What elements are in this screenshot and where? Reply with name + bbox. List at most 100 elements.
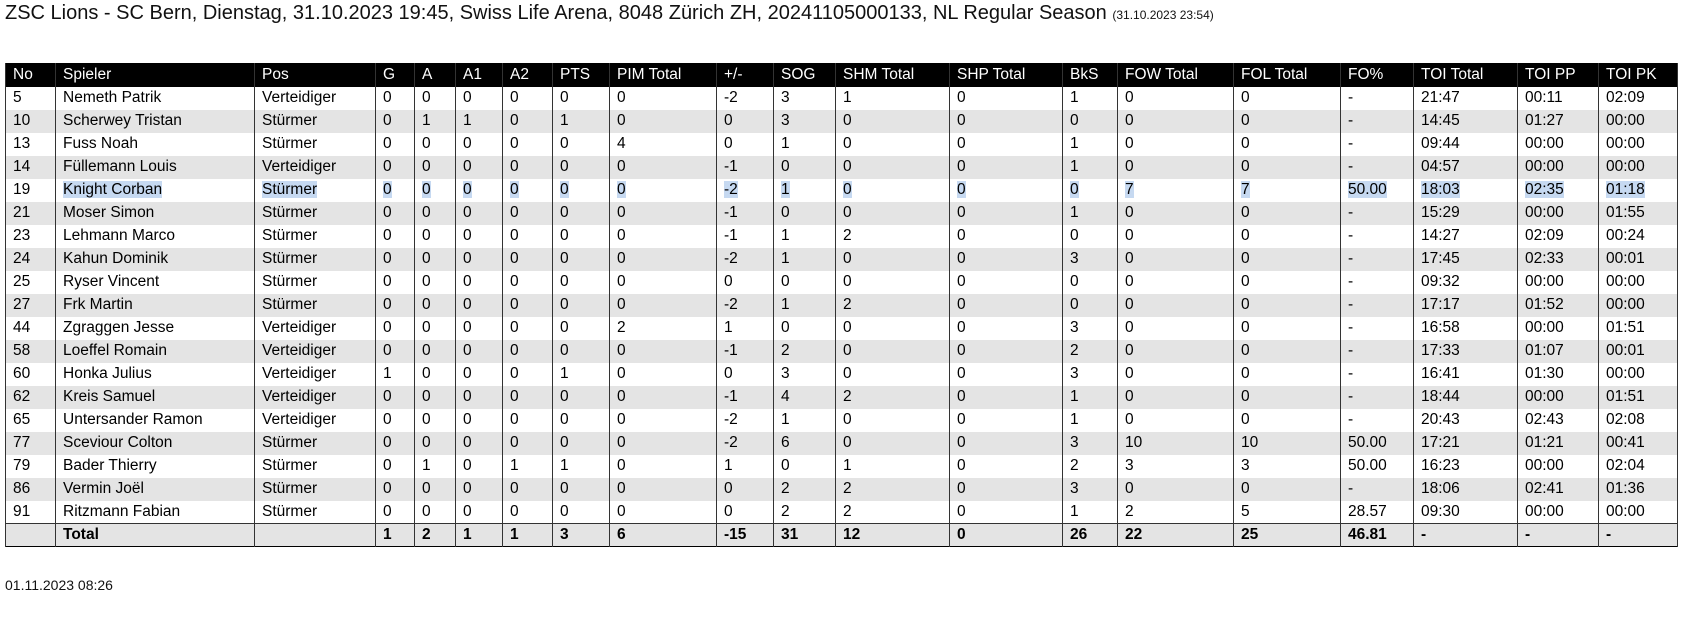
cell: 77 [5, 431, 56, 455]
player-row: 91 Ritzmann Fabian Stürmer 0 0 0 0 0 0 0 2 2 0 1 2 5 28.… [5, 500, 1678, 524]
cell: 0 [1233, 155, 1341, 179]
cell: 21:47 [1413, 86, 1518, 110]
cell: - [1340, 86, 1414, 110]
cell: 2 [835, 500, 950, 524]
cell: 0 [1117, 385, 1234, 409]
cell: 0 [375, 224, 415, 248]
cell: Verteidiger [254, 339, 376, 363]
cell: 0 [552, 132, 610, 156]
cell: 01:51 [1598, 385, 1678, 409]
cell: 16:58 [1413, 316, 1518, 340]
cell: 1 [773, 224, 836, 248]
cell: 0 [552, 385, 610, 409]
cell: Scherwey Tristan [55, 109, 255, 133]
cell: 0 [716, 132, 774, 156]
cell: 0 [609, 178, 717, 202]
cell: 1 [1062, 155, 1118, 179]
cell: 5 [1233, 500, 1341, 524]
cell: 3 [773, 86, 836, 110]
column-header: SOG [773, 63, 836, 87]
cell: 00:01 [1598, 247, 1678, 271]
cell: 3 [773, 109, 836, 133]
cell: 02:09 [1598, 86, 1678, 110]
cell: 0 [609, 385, 717, 409]
cell: 14 [5, 155, 56, 179]
cell: 0 [375, 431, 415, 455]
cell: 0 [455, 293, 503, 317]
cell: 00:24 [1598, 224, 1678, 248]
cell: 0 [502, 247, 553, 271]
cell: 0 [609, 247, 717, 271]
cell: Stürmer [254, 270, 376, 294]
cell: 3 [1062, 431, 1118, 455]
cell: 0 [455, 201, 503, 225]
cell: 0 [414, 270, 456, 294]
cell: -1 [716, 155, 774, 179]
cell: 0 [1233, 339, 1341, 363]
cell: 0 [502, 270, 553, 294]
cell: 00:00 [1517, 454, 1599, 478]
cell: 19 [5, 178, 56, 202]
cell: 00:00 [1517, 316, 1599, 340]
cell: 0 [1117, 408, 1234, 432]
cell: 0 [502, 500, 553, 524]
cell: 0 [609, 500, 717, 524]
cell: 0 [835, 339, 950, 363]
cell: 0 [1117, 224, 1234, 248]
cell: 0 [414, 132, 456, 156]
cell: 0 [835, 109, 950, 133]
player-row: 13 Fuss Noah Stürmer 0 0 0 0 0 4 0 1 0 0 1 0 0-09:44 00:… [5, 132, 1678, 156]
cell: 0 [1233, 201, 1341, 225]
cell: Füllemann Louis [55, 155, 255, 179]
cell: 0 [375, 500, 415, 524]
cell: - [1340, 132, 1414, 156]
cell: 0 [609, 362, 717, 386]
cell: - [1340, 362, 1414, 386]
cell: 28.57 [1340, 500, 1414, 524]
cell: 0 [375, 109, 415, 133]
cell-text: 0 [1070, 181, 1079, 198]
column-header: FOW Total [1117, 63, 1234, 87]
cell: 16:23 [1413, 454, 1518, 478]
cell: Nemeth Patrik [55, 86, 255, 110]
cell: 17:17 [1413, 293, 1518, 317]
cell: 2 [835, 385, 950, 409]
cell: 0 [375, 454, 415, 478]
cell: 27 [5, 293, 56, 317]
player-row: 19 Knight Corban Stürmer 0 0 0 0 0 0 -2 1 0 0 0 7 7 50.0… [5, 178, 1678, 202]
cell: Verteidiger [254, 316, 376, 340]
column-header: BkS [1062, 63, 1118, 87]
cell: 0 [609, 270, 717, 294]
cell: 02:04 [1598, 454, 1678, 478]
cell: 0 [1233, 408, 1341, 432]
cell: Stürmer [254, 477, 376, 501]
cell: 0 [455, 316, 503, 340]
cell: 0 [375, 178, 415, 202]
cell: 0 [949, 86, 1063, 110]
cell: 0 [375, 293, 415, 317]
cell: Stürmer [254, 431, 376, 455]
player-row: 27 Frk Martin Stürmer 0 0 0 0 0 0 -2 1 2 0 0 0 0-17:17 0… [5, 293, 1678, 317]
cell: Kahun Dominik [55, 247, 255, 271]
cell: 0 [455, 86, 503, 110]
cell-text: 50.00 [1348, 181, 1387, 198]
cell: 0 [835, 178, 950, 202]
cell: 0 [1062, 293, 1118, 317]
cell: Loeffel Romain [55, 339, 255, 363]
cell: 0 [1062, 224, 1118, 248]
cell: 18:03 [1413, 178, 1518, 202]
cell: 0 [375, 270, 415, 294]
cell: Vermin Joël [55, 477, 255, 501]
cell: 6 [773, 431, 836, 455]
cell: 00:41 [1598, 431, 1678, 455]
cell: 0 [502, 224, 553, 248]
cell: 0 [949, 224, 1063, 248]
cell: 0 [455, 362, 503, 386]
player-row: 79 Bader Thierry Stürmer 0 1 0 1 1 0 1 0 1 0 2 3 3 50.00… [5, 454, 1678, 478]
cell: 7 [1117, 178, 1234, 202]
total-cell: 31 [773, 523, 836, 547]
cell: 0 [414, 339, 456, 363]
cell: 1 [414, 109, 456, 133]
cell: Verteidiger [254, 408, 376, 432]
cell: 00:11 [1517, 86, 1599, 110]
